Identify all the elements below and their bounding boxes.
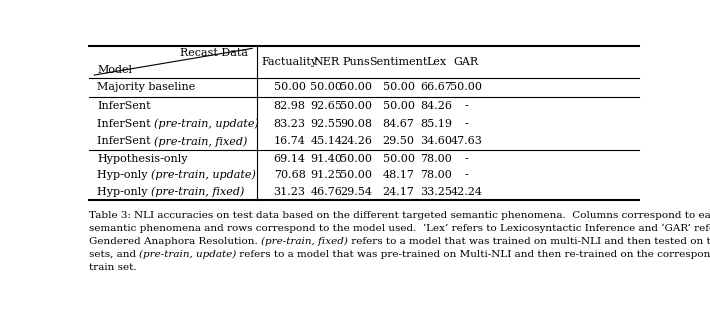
Text: 47.63: 47.63 xyxy=(450,136,482,146)
Text: 34.60: 34.60 xyxy=(420,136,452,146)
Text: 48.17: 48.17 xyxy=(383,170,415,180)
Text: Model: Model xyxy=(97,65,132,75)
Text: Hypothesis-only: Hypothesis-only xyxy=(97,154,187,164)
Text: (pre-train, update): (pre-train, update) xyxy=(139,250,236,259)
Text: refers to a model that was trained on multi-NLI and then tested on these data: refers to a model that was trained on mu… xyxy=(348,237,710,246)
Text: 82.98: 82.98 xyxy=(273,101,305,111)
Text: 50.00: 50.00 xyxy=(383,82,415,92)
Text: -: - xyxy=(464,170,468,180)
Text: 78.00: 78.00 xyxy=(420,170,452,180)
Text: (pre-train, update): (pre-train, update) xyxy=(154,118,259,129)
Text: Lex: Lex xyxy=(427,57,447,67)
Text: Hyp-only: Hyp-only xyxy=(97,170,151,180)
Text: Gendered Anaphora Resolution.: Gendered Anaphora Resolution. xyxy=(89,237,261,246)
Text: NLI accuracies on test data based on the different targeted semantic phenomena. : NLI accuracies on test data based on the… xyxy=(134,211,710,220)
Text: 50.00: 50.00 xyxy=(340,154,372,164)
Text: Hyp-only: Hyp-only xyxy=(97,187,151,197)
Text: 78.00: 78.00 xyxy=(420,154,452,164)
Text: Puns: Puns xyxy=(342,57,370,67)
Text: -: - xyxy=(464,154,468,164)
Text: 50.00: 50.00 xyxy=(310,82,342,92)
Text: 92.65: 92.65 xyxy=(310,101,342,111)
Text: 91.40: 91.40 xyxy=(310,154,342,164)
Text: 91.25: 91.25 xyxy=(310,170,342,180)
Text: 50.00: 50.00 xyxy=(450,82,482,92)
Text: NER: NER xyxy=(313,57,339,67)
Text: InferSent: InferSent xyxy=(97,136,154,146)
Text: 29.54: 29.54 xyxy=(340,187,372,197)
Text: Factuality: Factuality xyxy=(261,57,317,67)
Text: semantic phenomena and rows correspond to the model used.  ‘Lex’ refers to Lexic: semantic phenomena and rows correspond t… xyxy=(89,224,710,233)
Text: 84.26: 84.26 xyxy=(420,101,452,111)
Text: 24.17: 24.17 xyxy=(383,187,415,197)
Text: refers to a model that was pre-trained on Multi-NLI and then re-trained on the c: refers to a model that was pre-trained o… xyxy=(236,250,710,259)
Text: 66.67: 66.67 xyxy=(420,82,452,92)
Text: 42.24: 42.24 xyxy=(450,187,482,197)
Text: GAR: GAR xyxy=(454,57,479,67)
Text: Majority baseline: Majority baseline xyxy=(97,82,195,92)
Text: -: - xyxy=(464,119,468,129)
Text: sets, and: sets, and xyxy=(89,250,139,259)
Text: Sentiment: Sentiment xyxy=(369,57,427,67)
Text: Table 3:: Table 3: xyxy=(89,211,134,220)
Text: 50.00: 50.00 xyxy=(383,101,415,111)
Text: 31.23: 31.23 xyxy=(273,187,305,197)
Text: 92.55: 92.55 xyxy=(310,119,342,129)
Text: 50.00: 50.00 xyxy=(383,154,415,164)
Text: 50.00: 50.00 xyxy=(340,82,372,92)
Text: 45.14: 45.14 xyxy=(310,136,342,146)
Text: 46.76: 46.76 xyxy=(310,187,342,197)
Text: 16.74: 16.74 xyxy=(273,136,305,146)
Text: 50.00: 50.00 xyxy=(273,82,305,92)
Text: 90.08: 90.08 xyxy=(340,119,372,129)
Text: (pre-train, fixed): (pre-train, fixed) xyxy=(261,237,348,246)
Text: 33.25: 33.25 xyxy=(420,187,452,197)
Text: train set.: train set. xyxy=(89,263,136,272)
Text: (pre-train, fixed): (pre-train, fixed) xyxy=(151,186,244,197)
Text: 84.67: 84.67 xyxy=(383,119,415,129)
Text: (pre-train, fixed): (pre-train, fixed) xyxy=(154,136,248,147)
Text: 83.23: 83.23 xyxy=(273,119,305,129)
Text: 50.00: 50.00 xyxy=(340,170,372,180)
Text: 69.14: 69.14 xyxy=(273,154,305,164)
Text: 70.68: 70.68 xyxy=(273,170,305,180)
Text: Recast Data: Recast Data xyxy=(180,48,248,58)
Text: (pre-train, update): (pre-train, update) xyxy=(151,170,256,180)
Text: 50.00: 50.00 xyxy=(340,101,372,111)
Text: InferSent: InferSent xyxy=(97,101,151,111)
Text: 85.19: 85.19 xyxy=(420,119,452,129)
Text: InferSent: InferSent xyxy=(97,119,154,129)
Text: 29.50: 29.50 xyxy=(383,136,415,146)
Text: 24.26: 24.26 xyxy=(340,136,372,146)
Text: -: - xyxy=(464,101,468,111)
